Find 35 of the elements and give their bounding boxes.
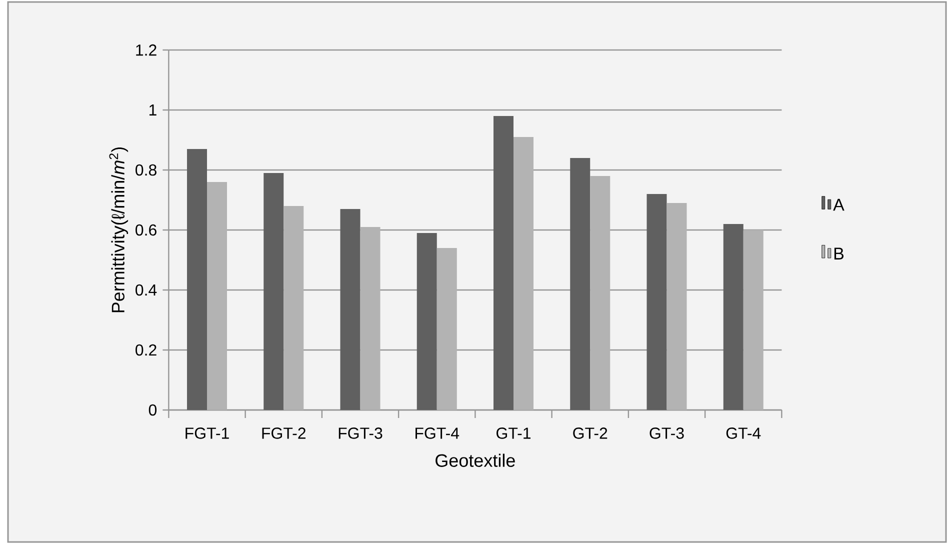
bar xyxy=(284,206,304,410)
x-tick-label: GT-4 xyxy=(726,428,761,439)
y-tick-label: 0.2 xyxy=(136,344,156,356)
y-axis-title: Permittivity(ℓ/min/m$^{2}$) xyxy=(109,147,128,312)
bar xyxy=(340,209,360,410)
bar xyxy=(416,233,437,410)
y-tick-label: 0.4 xyxy=(136,284,157,296)
y-tick-label: 1 xyxy=(149,104,156,116)
bar xyxy=(646,194,667,410)
bar xyxy=(494,116,514,410)
x-tick-label: GT-3 xyxy=(650,428,684,439)
x-tick-label: FGT-3 xyxy=(338,428,382,439)
y-tick-label: 1.2 xyxy=(136,44,156,56)
legend-label: B xyxy=(834,248,844,260)
y-tick-label: 0 xyxy=(148,404,157,416)
bar xyxy=(514,136,534,410)
y-tick-label: 0.8 xyxy=(136,164,156,176)
bar xyxy=(723,224,744,410)
legend-label: A xyxy=(833,198,844,211)
x-tick-label: FGT-1 xyxy=(186,428,229,439)
bar xyxy=(187,148,207,410)
bar xyxy=(360,226,380,410)
bar xyxy=(207,182,227,410)
x-tick-label: FGT-2 xyxy=(262,428,306,439)
y-tick-label: 0.6 xyxy=(136,224,156,236)
bar xyxy=(666,202,687,410)
bar xyxy=(743,230,764,410)
bar xyxy=(436,248,457,410)
bar xyxy=(590,176,610,410)
x-axis-title: Geotextile xyxy=(436,454,515,467)
bar xyxy=(264,172,284,410)
x-tick-label: GT-2 xyxy=(573,428,608,439)
x-tick-label: FGT-4 xyxy=(416,428,460,439)
x-tick-label: GT-1 xyxy=(496,428,530,439)
bar xyxy=(570,158,590,410)
